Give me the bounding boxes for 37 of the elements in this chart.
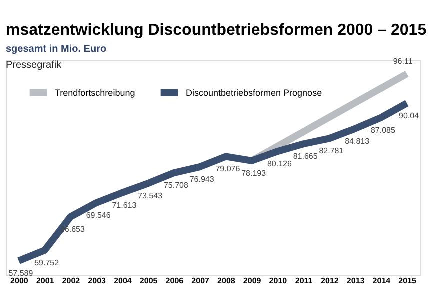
x-tick-label: 2004: [114, 276, 132, 286]
x-tick-label: 2015: [398, 276, 418, 286]
data-label: 69.546: [86, 210, 112, 220]
x-tick-label: 2005: [140, 276, 158, 286]
data-label: 57.589: [8, 269, 34, 278]
data-label: 59.752: [34, 258, 60, 268]
data-label: 82.781: [319, 146, 344, 156]
x-tick-label: 2006: [166, 276, 184, 286]
x-tick-label: 2014: [372, 276, 392, 286]
data-label: 75.708: [164, 181, 189, 190]
x-tick-label: 2012: [321, 276, 340, 286]
x-tick-label: 2008: [218, 276, 236, 286]
x-tick-label: 2002: [62, 276, 81, 286]
x-tick-label: 2007: [192, 276, 210, 286]
data-label: 80.126: [267, 160, 292, 169]
data-label: 84.813: [345, 136, 370, 146]
x-tick-label: 2010: [269, 276, 288, 286]
x-tick-label: 2009: [243, 276, 262, 286]
x-tick-label: 2003: [88, 276, 107, 286]
x-tick-label: 2001: [36, 276, 55, 286]
text: Pressegrafik: [6, 60, 63, 71]
data-label: 71.613: [112, 200, 138, 210]
x-tick-label: 2000: [10, 276, 29, 286]
data-label: 73.543: [138, 192, 164, 201]
x-tick-label: 2013: [346, 276, 366, 286]
legend-label: Trendfortschreibung: [55, 88, 136, 98]
data-label: 79.076: [216, 164, 241, 174]
chart-title: msatzentwicklung Discountbetriebsformen 2000 – 2015: [6, 22, 427, 39]
x-tick-label: 2011: [295, 276, 314, 286]
data-label: 78.193: [242, 168, 267, 178]
data-label: 96.11: [393, 57, 414, 66]
data-label: 87.085: [370, 126, 396, 135]
data-label: 76.943: [190, 175, 215, 184]
data-label: 90.04: [399, 111, 420, 120]
legend-label: Discountbetriebsformen Prognose: [186, 88, 322, 98]
data-label: 81.665: [293, 152, 318, 162]
chart-subtitle: sgesamt in Mio. Euro: [6, 44, 107, 55]
